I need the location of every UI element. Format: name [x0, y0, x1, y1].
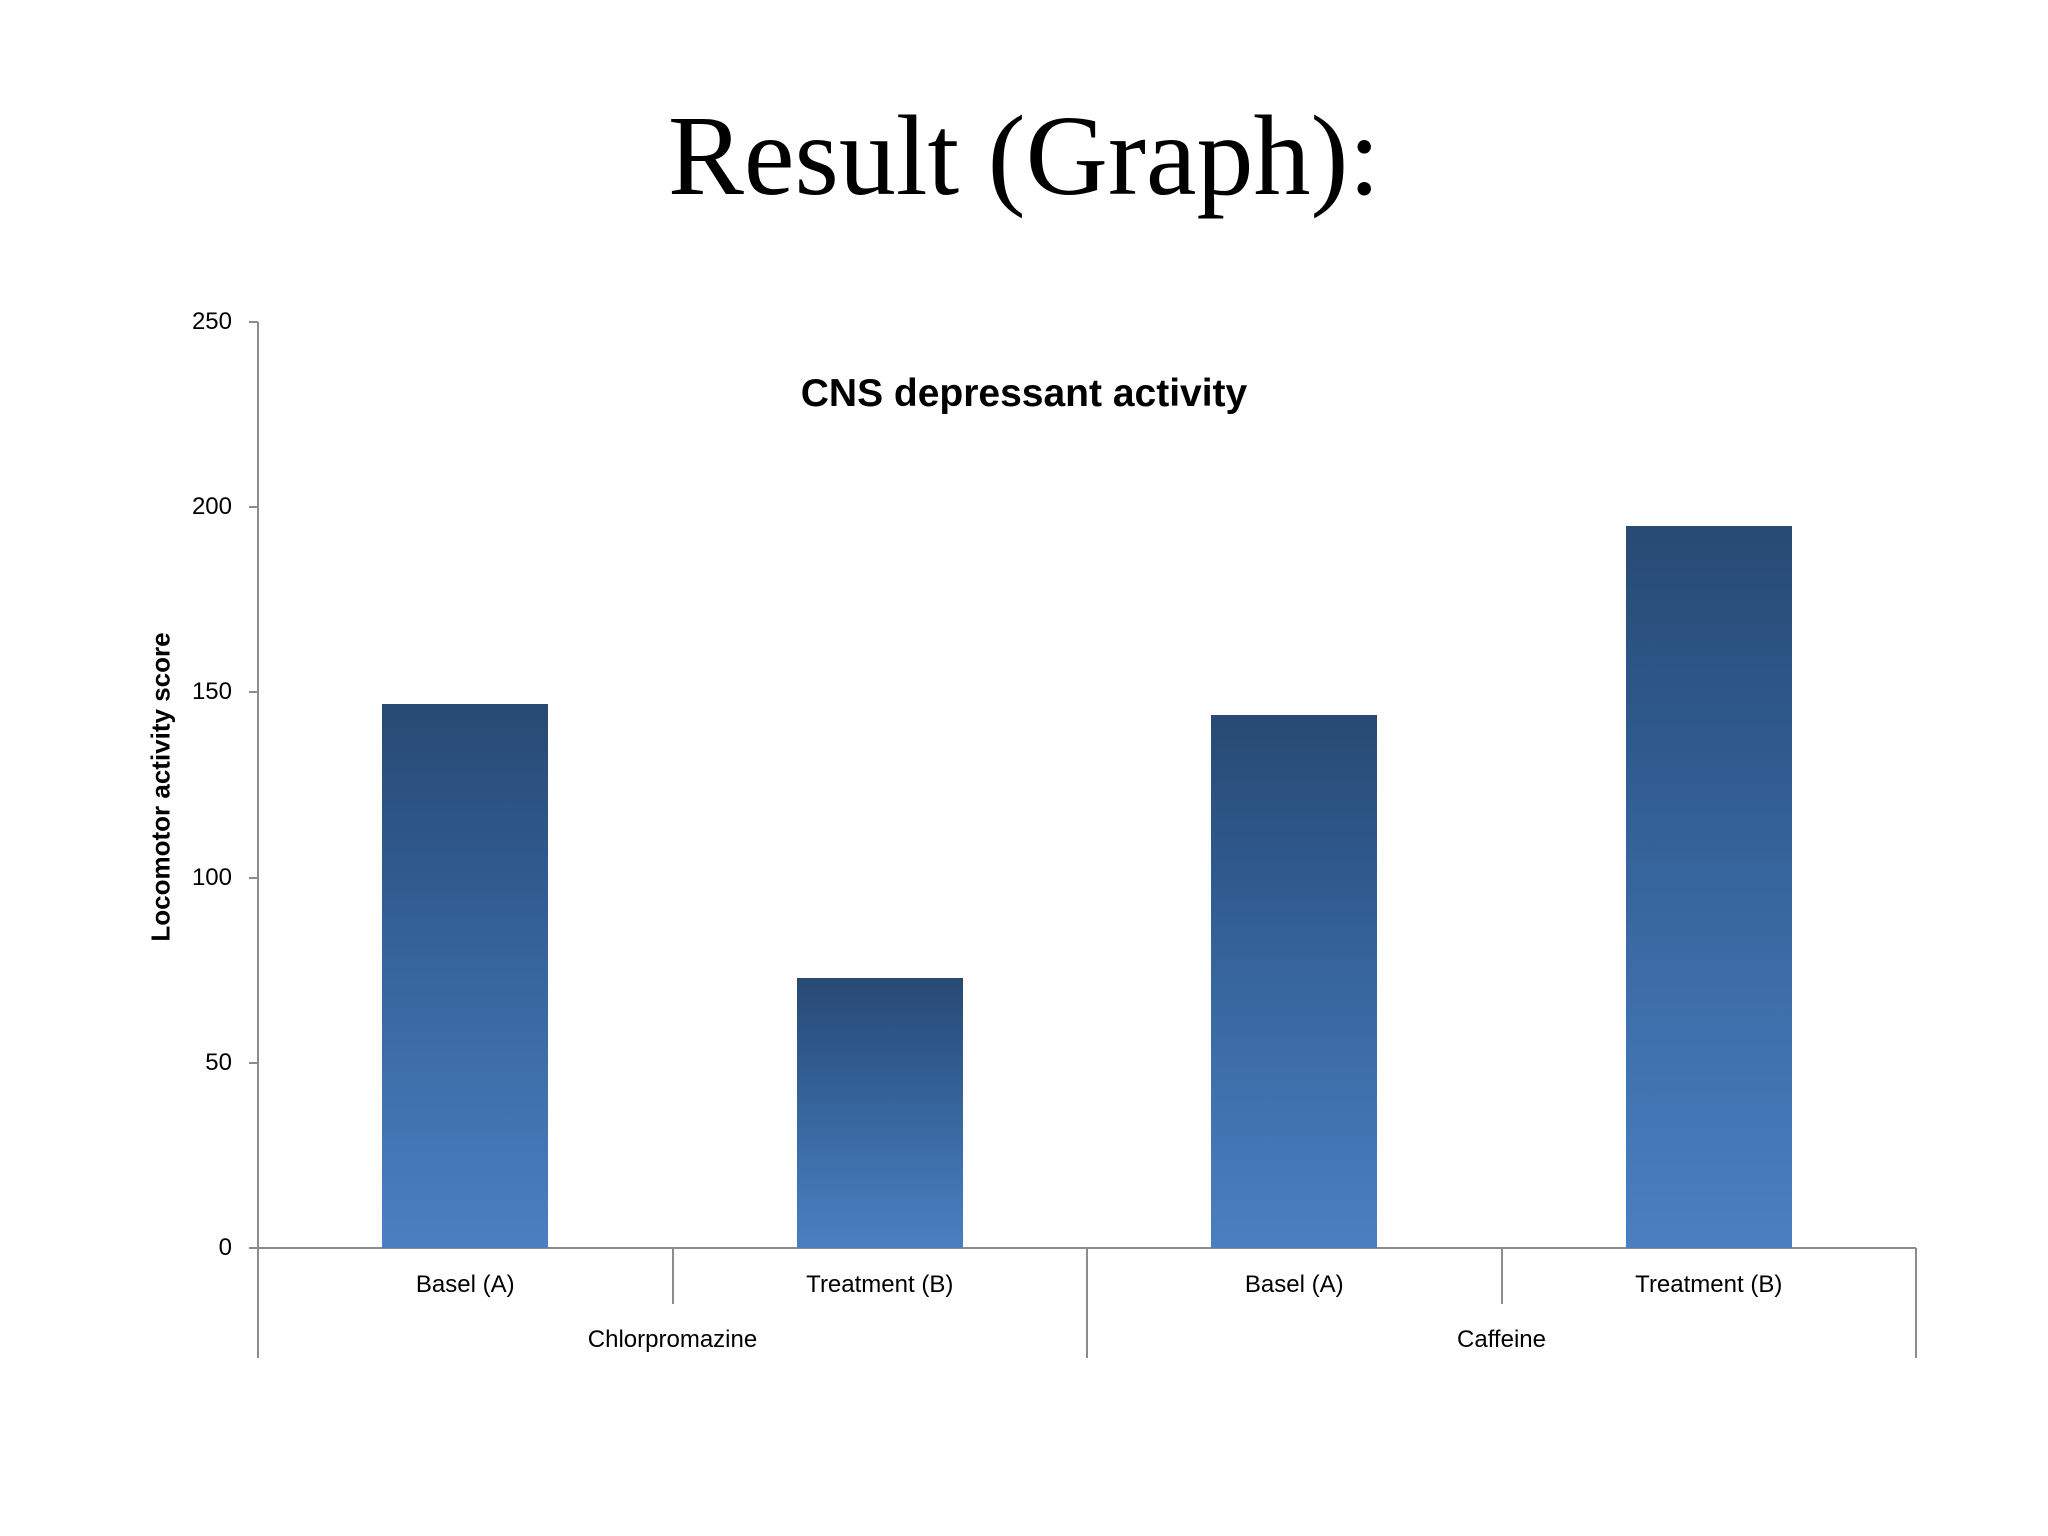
y-tick-label: 50 — [205, 1048, 232, 1076]
bar — [382, 703, 549, 1248]
y-tick-label: 200 — [191, 493, 232, 521]
y-tick-mark — [249, 321, 258, 323]
x-group-label: Chlorpromazine — [587, 1326, 758, 1353]
y-tick-label: 100 — [191, 863, 232, 891]
x-group-label: Caffeine — [1457, 1326, 1546, 1353]
axis-end-divider — [1915, 1248, 1917, 1358]
y-tick-label: 150 — [191, 678, 232, 706]
x-category-label: Basel (A) — [1244, 1271, 1344, 1298]
y-tick-mark — [249, 1247, 258, 1249]
y-tick-mark — [249, 506, 258, 509]
y-tick-mark — [249, 876, 258, 879]
y-tick-mark — [249, 691, 258, 694]
x-category-label: Basel (A) — [415, 1271, 515, 1298]
group-divider — [1086, 1248, 1088, 1358]
y-tick-label: 250 — [191, 308, 232, 335]
bar — [1625, 525, 1792, 1248]
category-divider — [671, 1248, 674, 1304]
y-tick-label: 0 — [218, 1234, 232, 1261]
x-category-label: Treatment (B) — [806, 1271, 954, 1298]
x-category-label: Treatment (B) — [1635, 1271, 1783, 1298]
category-divider — [1500, 1248, 1503, 1304]
bar — [796, 977, 963, 1248]
y-tick-mark — [249, 1061, 258, 1064]
chart-title: CNS depressant activity — [800, 372, 1248, 415]
slide-title: Result (Graph): — [667, 92, 1381, 219]
y-axis — [257, 322, 259, 1358]
bar — [1211, 714, 1378, 1248]
